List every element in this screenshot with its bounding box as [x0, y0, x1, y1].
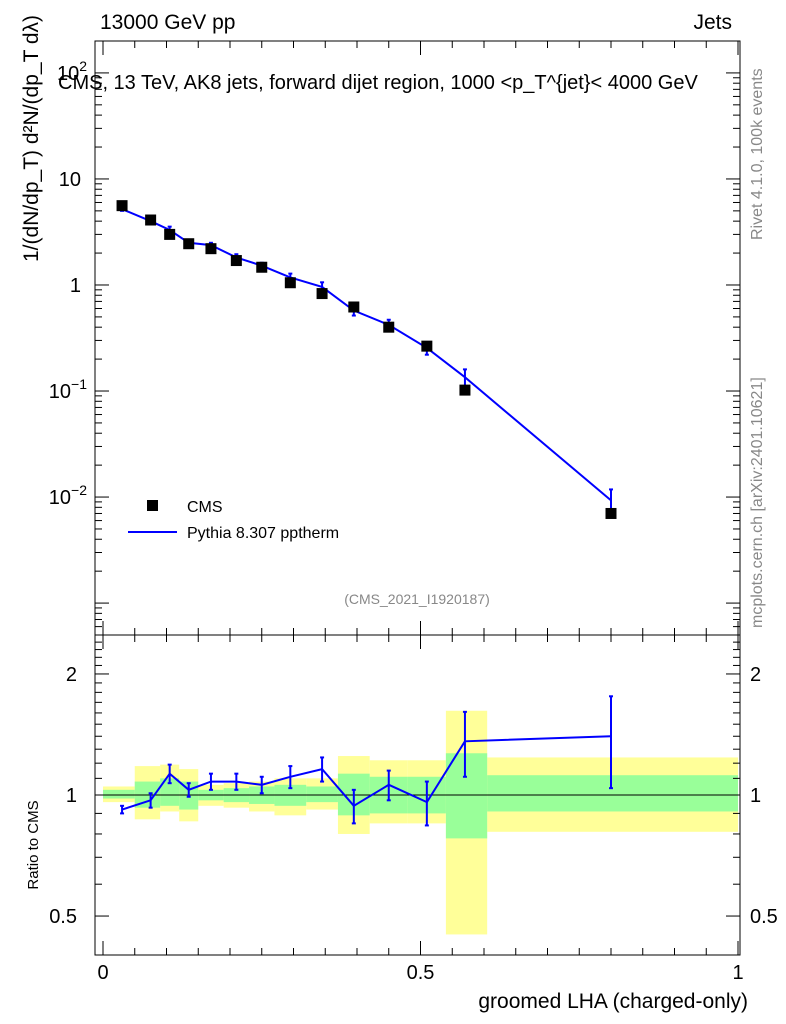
- cms-data-point: [256, 261, 268, 273]
- legend-cms-label: CMS: [187, 499, 223, 516]
- uncertainty-band-inner: [103, 789, 135, 799]
- uncertainty-band-inner: [306, 786, 338, 803]
- cms-data-point: [316, 288, 328, 300]
- ratio-y-tick-label-left: 2: [66, 664, 77, 686]
- uncertainty-band-inner: [160, 778, 180, 806]
- upper-y-axis-label-text: 1/(dN/dp_T) d²N/(dp_T dλ): [20, 15, 43, 262]
- x-tick-label: 1: [732, 962, 743, 984]
- ratio-y-tick-label-left: 1: [66, 785, 77, 807]
- mcplots-label: mcplots.cern.ch [arXiv:2401.10621]: [749, 377, 766, 628]
- cms-data-point: [205, 243, 217, 255]
- main-plot-frame: [94, 40, 741, 636]
- legend: CMS Pythia 8.307 pptherm: [128, 499, 339, 542]
- x-tick-label: 0.5: [407, 962, 435, 984]
- uncertainty-band-inner: [445, 753, 488, 839]
- x-tick-label: 0: [97, 962, 108, 984]
- cms-data-point: [230, 255, 242, 267]
- cms-data-point: [421, 340, 433, 352]
- cms-data-point: [164, 228, 176, 240]
- y-tick-label: 10: [59, 169, 81, 191]
- cms-data-point: [348, 301, 360, 313]
- main-plot: 10−2 10−1 1 10 102: [49, 40, 741, 636]
- ratio-y-tick-label-right: 0.5: [750, 906, 778, 928]
- y-tick-label: 102: [57, 58, 87, 85]
- cms-data-point: [116, 200, 128, 212]
- ratio-series-line: [121, 735, 612, 811]
- y-tick-label: 10−2: [49, 482, 87, 509]
- ratio-y-tick-label-right: 2: [750, 664, 761, 686]
- cms-data-point: [383, 321, 395, 333]
- cms-data-point: [284, 277, 296, 289]
- cms-data-point: [183, 238, 195, 250]
- ratio-plot: 0.5 0.5 1 1 2 2 0 0.5 1: [49, 634, 778, 984]
- analysis-id-label: (CMS_2021_I1920187): [344, 591, 490, 607]
- uncertainty-band-inner: [487, 775, 738, 812]
- legend-cms-marker: [147, 500, 158, 511]
- legend-pythia-label: Pythia 8.307 pptherm: [187, 525, 339, 542]
- cms-data-point: [605, 507, 617, 519]
- plot-title: CMS, 13 TeV, AK8 jets, forward dijet reg…: [58, 72, 698, 94]
- rivet-version-label: Rivet 4.1.0, 100k events: [749, 68, 766, 240]
- upper-y-axis-label: 1/(dN/dp_T) d²N/(dp_T dλ): [20, 15, 43, 262]
- ratio-y-axis-label: Ratio to CMS: [25, 800, 42, 889]
- header-jets-label: Jets: [693, 11, 732, 34]
- header-energy-label: 13000 GeV pp: [100, 11, 235, 34]
- x-axis-label: groomed LHA (charged-only): [478, 990, 748, 1013]
- y-tick-label: 10−1: [49, 376, 87, 403]
- ratio-y-tick-label-right: 1: [750, 785, 761, 807]
- cms-data-point: [145, 214, 157, 226]
- pythia-series-line: [121, 208, 612, 502]
- cms-data-point: [459, 384, 471, 396]
- ratio-y-tick-label-left: 0.5: [49, 906, 77, 928]
- y-tick-label: 1: [70, 275, 81, 297]
